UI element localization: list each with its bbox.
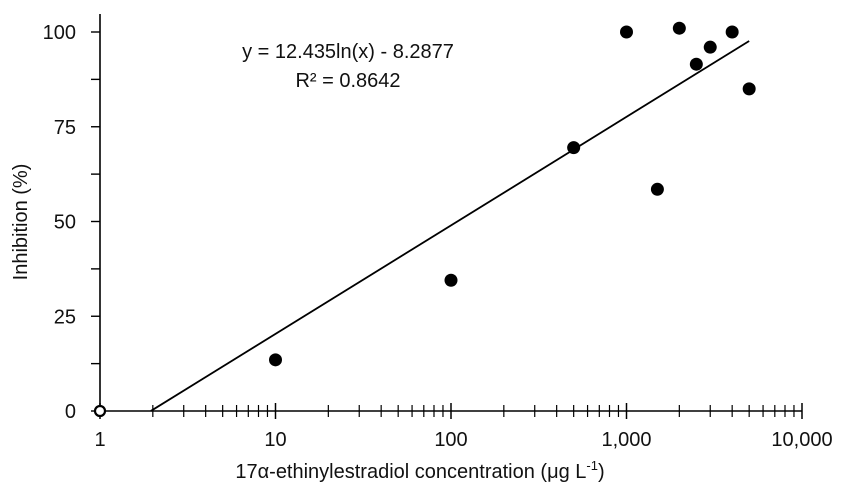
r-squared-label: R² = 0.8642 (295, 70, 400, 92)
y-tick-label: 75 (54, 117, 76, 139)
data-point (742, 82, 756, 96)
y-tick-label: 25 (54, 306, 76, 328)
data-point (444, 273, 458, 287)
y-axis-title: Inhibition (%) (10, 164, 32, 281)
x-axis-title-suffix: ) (598, 461, 605, 483)
x-tick-label: 1 (94, 429, 105, 451)
x-axis-title: 17α-ethinylestradiol concentration (μg L… (235, 458, 604, 483)
data-point (725, 25, 739, 39)
x-axis-title-main: 17α-ethinylestradiol concentration (μg L (235, 461, 586, 483)
data-point (689, 57, 703, 71)
trendline-equation: y = 12.435ln(x) - 8.2877 (242, 41, 454, 63)
data-point (650, 182, 664, 196)
axes (91, 14, 803, 419)
data-points (93, 21, 756, 418)
x-tick-label: 100 (434, 429, 467, 451)
data-point-origin (93, 404, 107, 418)
y-tick-label: 0 (65, 401, 76, 423)
trendline (150, 40, 750, 412)
x-axis-title-superscript: -1 (586, 458, 598, 473)
y-tick-label: 100 (43, 22, 76, 44)
x-tick-label: 10 (264, 429, 286, 451)
data-point (269, 353, 282, 367)
data-point (672, 21, 686, 35)
x-tick-label: 1,000 (601, 429, 651, 451)
data-point (703, 40, 717, 54)
x-tick-label: 10,000 (771, 429, 832, 451)
data-point (620, 25, 633, 39)
data-point (567, 141, 581, 155)
axis-labels: 1 10 100 1,000 10,000 0 25 50 75 100 (43, 22, 833, 451)
trendline-layer (150, 40, 750, 412)
y-tick-label: 50 (54, 212, 76, 234)
